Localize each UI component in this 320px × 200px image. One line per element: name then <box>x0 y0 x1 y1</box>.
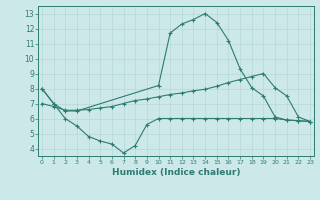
X-axis label: Humidex (Indice chaleur): Humidex (Indice chaleur) <box>112 168 240 177</box>
